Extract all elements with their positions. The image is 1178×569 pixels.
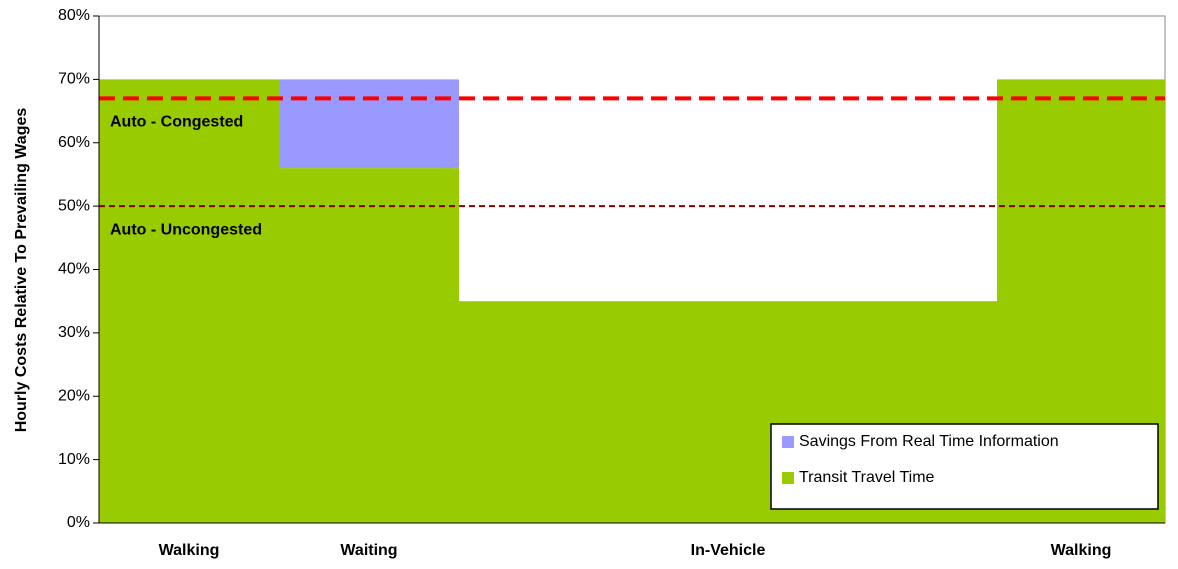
- legend-swatch: [782, 436, 794, 448]
- y-tick-label: 0%: [67, 514, 90, 531]
- legend-label: Transit Travel Time: [799, 469, 935, 486]
- x-tick-label: In-Vehicle: [691, 542, 766, 559]
- y-axis-label: Hourly Costs Relative To Prevailing Wage…: [13, 108, 30, 433]
- y-tick-label: 70%: [58, 71, 90, 88]
- x-tick-label: Waiting: [340, 542, 397, 559]
- legend: [770, 423, 1159, 510]
- bar-segment: [99, 79, 279, 523]
- legend-swatch: [782, 472, 794, 484]
- y-tick-label: 60%: [58, 134, 90, 151]
- x-tick-label: Walking: [1051, 542, 1112, 559]
- legend-label: Savings From Real Time Information: [799, 433, 1059, 450]
- reference-label: Auto - Congested: [110, 114, 243, 131]
- bar-segment: [279, 168, 459, 523]
- y-tick-label: 40%: [58, 261, 90, 278]
- y-tick-label: 30%: [58, 324, 90, 341]
- bar-segment: [279, 79, 459, 169]
- y-tick-label: 50%: [58, 197, 90, 214]
- y-tick-label: 10%: [58, 451, 90, 468]
- reference-label: Auto - Uncongested: [110, 221, 262, 238]
- y-tick-label: 80%: [58, 7, 90, 24]
- y-tick-label: 20%: [58, 387, 90, 404]
- x-tick-label: Walking: [159, 542, 220, 559]
